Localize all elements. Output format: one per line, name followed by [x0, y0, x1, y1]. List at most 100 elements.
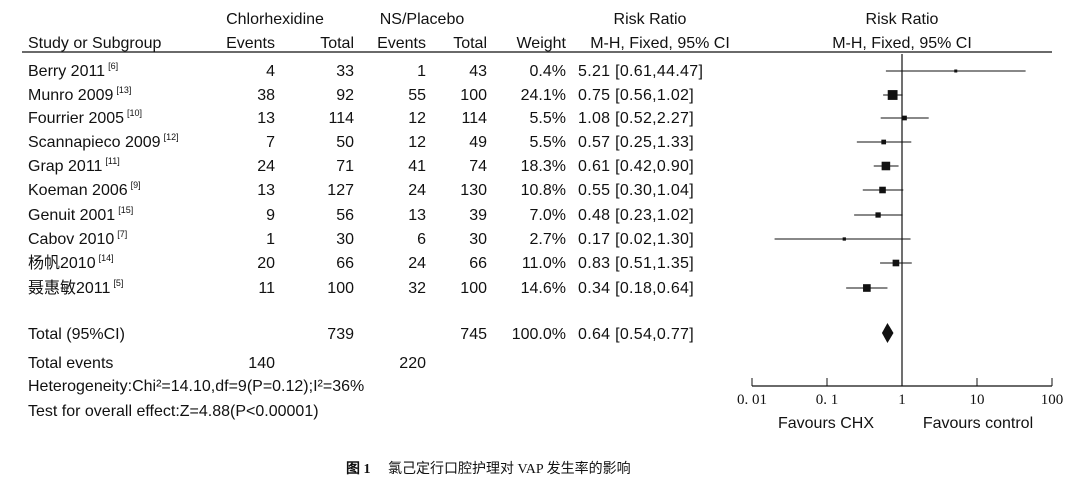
total1-cell: 100: [327, 280, 354, 297]
table-row: 聂惠敏2011 [5] 11 100 32 100 14.6% 0.34 [0.18,0.64…: [28, 278, 694, 297]
weight-cell: 14.6%: [521, 280, 566, 297]
events1-cell: 7: [266, 134, 275, 151]
tick-label: 1: [898, 392, 906, 408]
weight-cell: 5.5%: [530, 134, 566, 151]
study-ref: [14]: [99, 253, 114, 263]
study-point: [887, 90, 898, 100]
total2-cell: 66: [469, 255, 487, 272]
x-axis: 0. 01 0. 1 1 10 100: [737, 378, 1063, 408]
study-ref: [13]: [116, 85, 131, 95]
study-ref: [5]: [113, 278, 123, 288]
study-name: Fourrier 2005: [28, 110, 124, 127]
table-row: Cabov 2010 [7] 1 30 6 30 2.7% 0.17 [0.02,1.30]: [28, 229, 694, 248]
weight-cell: 24.1%: [521, 87, 566, 104]
method-left-header: M-H, Fixed, 95% CI: [590, 35, 730, 52]
pooled-diamond: [881, 323, 894, 343]
ci-cell: 5.21 [0.61,44.47]: [578, 63, 703, 80]
weight-cell: 2.7%: [530, 231, 566, 248]
total1-cell: 92: [336, 87, 354, 104]
total-ci: 0.64 [0.54,0.77]: [578, 326, 694, 343]
events-label: Total events: [28, 355, 113, 372]
total1-cell: 71: [336, 158, 354, 175]
study-name: Genuit 2001: [28, 207, 115, 224]
weight-cell: 10.8%: [521, 182, 566, 199]
study-point: [954, 69, 958, 73]
method-right-header: M-H, Fixed, 95% CI: [832, 35, 972, 52]
weight-cell: 7.0%: [530, 207, 566, 224]
weight-cell: 18.3%: [521, 158, 566, 175]
total2-cell: 100: [460, 280, 487, 297]
study-ref: [10]: [127, 108, 142, 118]
table-row: Grap 2011 [11] 24 71 41 74 18.3% 0.61 [0.42,0.9…: [28, 156, 694, 175]
total2-cell: 49: [469, 134, 487, 151]
study-point: [881, 161, 891, 171]
weight-cell: 11.0%: [522, 255, 566, 272]
study-rows: Berry 2011 [6] 4 33 1 43 0.4% 5.21 [0.61,44.47]…: [28, 61, 703, 297]
total1-header: Total: [320, 35, 354, 52]
events2-cell: 12: [408, 134, 426, 151]
events1-cell: 13: [257, 110, 275, 127]
study-name: Grap 2011: [28, 158, 103, 175]
figure-label: 图 1: [346, 461, 371, 477]
total1-cell: 30: [336, 231, 354, 248]
total2-cell: 30: [469, 231, 487, 248]
ci-cell: 0.48 [0.23,1.02]: [578, 207, 694, 224]
table-row: Scannapieco 2009 [12] 7 50 12 49 5.5% 0.57 [0.2…: [28, 132, 694, 151]
total1-cell: 33: [336, 63, 354, 80]
figure-caption: 氯己定行口腔护理对 VAP 发生率的影响: [388, 460, 631, 477]
weight-cell: 5.5%: [530, 110, 566, 127]
tick-label: 10: [970, 392, 985, 408]
plot-marks: [774, 54, 1026, 386]
tick-label: 0. 01: [737, 392, 767, 408]
total1-cell: 127: [327, 182, 354, 199]
ci-cell: 0.75 [0.56,1.02]: [578, 87, 694, 104]
ci-cell: 1.08 [0.52,2.27]: [578, 110, 694, 127]
favours-right-label: Favours control: [923, 415, 1033, 432]
events1-cell: 24: [257, 158, 275, 175]
events1-cell: 38: [257, 87, 275, 104]
study-ref: [9]: [131, 180, 141, 190]
rr-left-header: Risk Ratio: [614, 11, 687, 28]
study-point: [863, 284, 871, 292]
total-total1: 739: [327, 326, 354, 343]
study-point: [875, 212, 881, 218]
table-row: Munro 2009 [13] 38 92 55 100 24.1% 0.75 [0.56,1…: [28, 85, 694, 104]
ci-cell: 0.61 [0.42,0.90]: [578, 158, 694, 175]
study-point: [842, 237, 846, 241]
events1-cell: 20: [257, 255, 275, 272]
study-ref: [7]: [117, 229, 127, 239]
ci-cell: 0.55 [0.30,1.04]: [578, 182, 694, 199]
total2-cell: 43: [469, 63, 487, 80]
events2-cell: 24: [408, 255, 426, 272]
table-row: Berry 2011 [6] 4 33 1 43 0.4% 5.21 [0.61,44.47]: [28, 61, 703, 80]
study-header: Study or Subgroup: [28, 35, 162, 52]
total2-cell: 130: [460, 182, 487, 199]
study-name: Cabov 2010: [28, 231, 114, 248]
table-row: Fourrier 2005 [10] 13 114 12 114 5.5% 1.08 [0.5…: [28, 108, 694, 127]
study-point: [892, 259, 900, 267]
events2-cell: 41: [408, 158, 426, 175]
study-name: 杨帆2010: [28, 254, 96, 272]
total1-cell: 66: [336, 255, 354, 272]
events1-cell: 11: [258, 280, 275, 297]
ci-cell: 0.57 [0.25,1.33]: [578, 134, 694, 151]
group2-header: NS/Placebo: [380, 11, 465, 28]
tick-label: 0. 1: [816, 392, 839, 408]
events1-cell: 13: [257, 182, 275, 199]
total1-cell: 114: [328, 110, 354, 127]
study-ref: [12]: [164, 132, 179, 142]
study-name: Scannapieco 2009: [28, 134, 161, 151]
events2-cell: 13: [408, 207, 426, 224]
events1-cell: 4: [266, 63, 275, 80]
study-point: [902, 115, 907, 121]
ci-cell: 0.17 [0.02,1.30]: [578, 231, 694, 248]
table-row: Genuit 2001 [15] 9 56 13 39 7.0% 0.48 [0.23,1.0…: [28, 205, 694, 224]
events2-cell: 32: [408, 280, 426, 297]
heterogeneity-text: Heterogeneity:Chi²=14.10,df=9(P=0.12);I²…: [28, 378, 364, 395]
overall-effect-text: Test for overall effect:Z=4.88(P<0.00001…: [28, 403, 319, 420]
events2-cell: 12: [408, 110, 426, 127]
total-label: Total (95%CI): [28, 326, 125, 343]
total-total2: 745: [460, 326, 487, 343]
events1-cell: 9: [266, 207, 275, 224]
